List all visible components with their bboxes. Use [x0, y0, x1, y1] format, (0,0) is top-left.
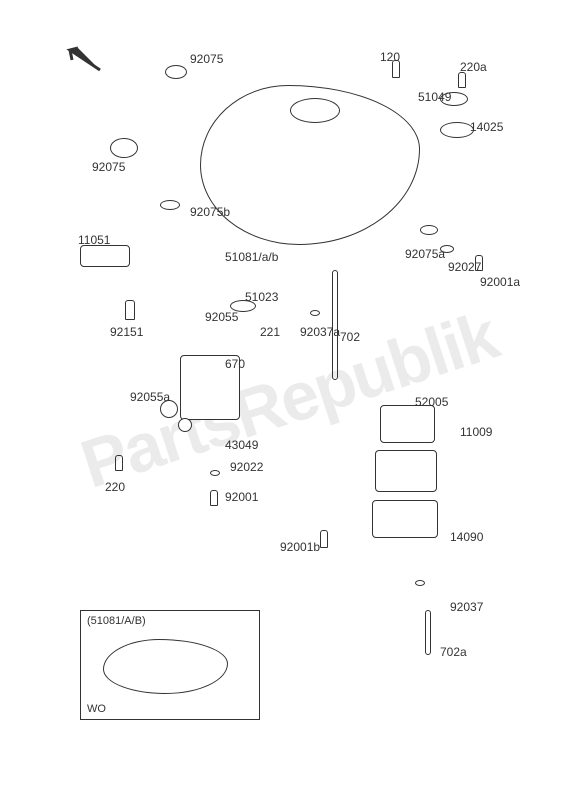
part-packing-43049: [178, 418, 192, 432]
callout-92037a: 92037a: [300, 325, 340, 339]
callout-92055a: 92055a: [130, 390, 170, 404]
callout-52005: 52005: [415, 395, 448, 409]
callout-92075b: 92075b: [190, 205, 230, 219]
part-gasket-11009: [375, 450, 437, 492]
callout-220a: 220a: [460, 60, 487, 74]
part-cap-opening: [290, 98, 340, 123]
part-bracket-11051: [80, 245, 130, 267]
callout-11051: 11051: [78, 233, 110, 247]
inset-sub-label: WO: [87, 703, 106, 715]
callout-92001: 92001: [225, 490, 258, 504]
part-bolt-92001b: [320, 530, 328, 548]
part-damper-92075: [110, 138, 138, 158]
part-tube-702a: [425, 610, 431, 655]
callout-92037: 92037: [450, 600, 483, 614]
callout-11009: 11009: [460, 425, 492, 439]
part-bolt-92001: [210, 490, 218, 506]
part-gauge-52005: [380, 405, 435, 443]
callout-51081-a-b: 51081/a/b: [225, 250, 278, 264]
part-cover-14090: [372, 500, 438, 538]
part-screw-220: [115, 455, 123, 471]
callout-702a: 702a: [440, 645, 467, 659]
callout-92075a: 92075a: [405, 247, 445, 261]
part-clamp-92037a: [310, 310, 320, 316]
part-cover-14025: [440, 122, 474, 138]
part-bolt-92151: [125, 300, 135, 320]
callout-221: 221: [260, 325, 280, 339]
part-damper-92075a: [420, 225, 438, 235]
callout-92075: 92075: [92, 160, 125, 174]
callout-92027: 92027: [448, 260, 481, 274]
callout-51023: 51023: [245, 290, 278, 304]
callout-220: 220: [105, 480, 125, 494]
callout-670: 670: [225, 357, 245, 371]
callout-92075: 92075: [190, 52, 223, 66]
callout-92055: 92055: [205, 310, 238, 324]
callout-92151: 92151: [110, 325, 143, 339]
callout-51049: 51049: [418, 90, 451, 104]
part-clamp-92037: [415, 580, 425, 586]
direction-arrow-icon: [60, 40, 110, 80]
part-washer-92022: [210, 470, 220, 476]
inset-tank-outline: [103, 639, 228, 694]
callout-14090: 14090: [450, 530, 483, 544]
inset-main-label: (51081/A/B): [87, 615, 146, 627]
callout-43049: 43049: [225, 438, 258, 452]
callout-120: 120: [380, 50, 400, 64]
inset-box: (51081/A/B) WO: [80, 610, 260, 720]
part-screw-220a: [458, 72, 466, 88]
callout-92001a: 92001a: [480, 275, 520, 289]
part-damper-92075: [165, 65, 187, 79]
callout-92001b: 92001b: [280, 540, 320, 554]
callout-14025: 14025: [470, 120, 503, 134]
callout-702: 702: [340, 330, 360, 344]
callout-92022: 92022: [230, 460, 263, 474]
part-damper-92075b: [160, 200, 180, 210]
